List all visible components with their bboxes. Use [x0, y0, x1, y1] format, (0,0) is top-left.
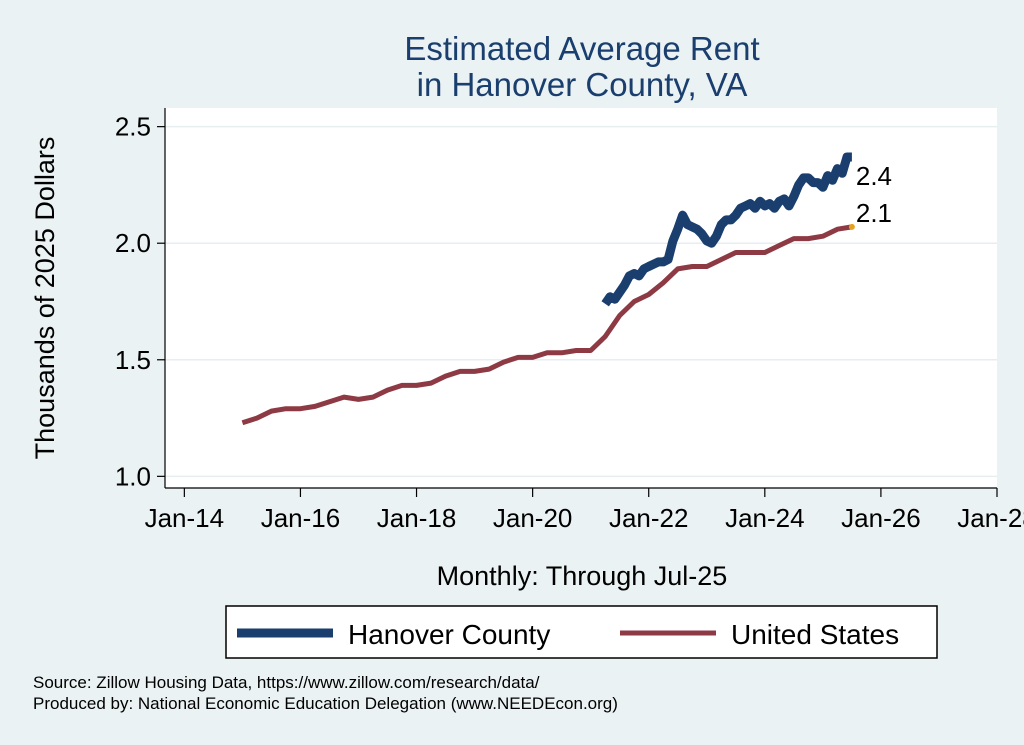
x-axis-title: Monthly: Through Jul-25 — [437, 561, 728, 591]
x-tick-label-5: Jan-24 — [725, 503, 805, 533]
legend-label-hanover-county: Hanover County — [348, 619, 550, 650]
y-tick-label-2: 2.0 — [115, 228, 151, 258]
chart-title-line-1: Estimated Average Rent — [404, 30, 759, 67]
producer-note: Produced by: National Economic Education… — [33, 694, 618, 713]
y-tick-label-0: 1.0 — [115, 461, 151, 491]
gridlines — [165, 125, 997, 478]
series-lines — [241, 152, 855, 426]
x-tick-label-7: Jan-28 — [957, 503, 1024, 533]
chart-title-line-2: in Hanover County, VA — [417, 66, 748, 103]
end-labels: 2.12.4 — [856, 161, 892, 228]
x-tick-label-1: Jan-16 — [261, 503, 341, 533]
series-line-united-states — [241, 224, 853, 426]
legend: Hanover County United States — [225, 605, 938, 659]
x-tick-label-0: Jan-14 — [145, 503, 225, 533]
end-label-hanover-county: 2.4 — [856, 161, 892, 191]
series-line-hanover-county — [601, 152, 852, 307]
end-marker-united-states — [848, 223, 855, 230]
x-tick-label-6: Jan-26 — [841, 503, 921, 533]
legend-label-united-states: United States — [731, 619, 899, 650]
x-tick-label-3: Jan-20 — [493, 503, 573, 533]
x-tick-label-4: Jan-22 — [609, 503, 689, 533]
y-tick-label-1: 1.5 — [115, 345, 151, 375]
y-tick-label-3: 2.5 — [115, 112, 151, 142]
source-note: Source: Zillow Housing Data, https://www… — [33, 673, 540, 692]
x-tick-label-2: Jan-18 — [377, 503, 457, 533]
axes: 1.0 1.5 2.0 2.5 Jan-14 Jan-16 Jan-18 Jan-20 Jan-… — [115, 108, 1024, 533]
y-axis-title: Thousands of 2025 Dollars — [30, 137, 60, 460]
legend-box — [225, 605, 938, 659]
end-label-united-states: 2.1 — [856, 198, 892, 228]
plot-area — [165, 108, 997, 488]
